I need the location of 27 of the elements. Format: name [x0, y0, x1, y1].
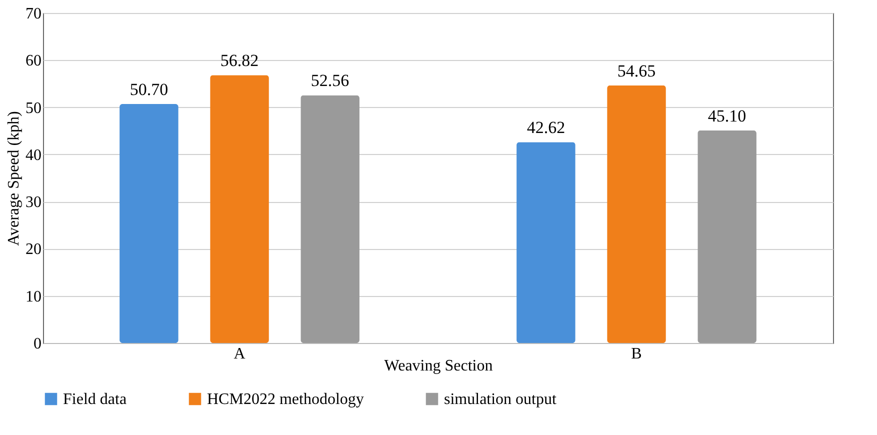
- bar: [516, 142, 576, 343]
- y-tick-label: 40: [26, 146, 42, 164]
- text: 54.65: [617, 61, 656, 80]
- text: 45.10: [708, 106, 746, 126]
- y-tick-label: 30: [26, 194, 42, 212]
- y-tick-label: 50: [26, 100, 42, 117]
- legend-label: simulation output: [444, 391, 557, 408]
- legend-label: Field data: [63, 391, 127, 408]
- y-axis-title: Average Speed (kph): [6, 111, 22, 246]
- text: 56.82: [220, 51, 259, 70]
- text: 50.70: [130, 80, 168, 99]
- y-tick-label: 10: [26, 288, 42, 306]
- x-tick-label: A: [234, 346, 246, 362]
- bar: [698, 130, 756, 343]
- bar: [300, 95, 360, 343]
- y-tick-label: 70: [26, 6, 42, 22]
- bar: [210, 75, 269, 343]
- x-tick-label: B: [631, 346, 642, 362]
- legend-label: HCM2022 methodology: [207, 391, 364, 408]
- y-tick-label: 60: [26, 52, 42, 70]
- bar: [120, 104, 178, 343]
- text: 42.62: [526, 118, 566, 138]
- y-tick-label: 20: [26, 241, 42, 258]
- y-tick-label: 0: [34, 336, 42, 352]
- text: 52.56: [310, 71, 350, 90]
- bar: [607, 85, 666, 343]
- x-axis-title: Weaving Section: [384, 358, 493, 374]
